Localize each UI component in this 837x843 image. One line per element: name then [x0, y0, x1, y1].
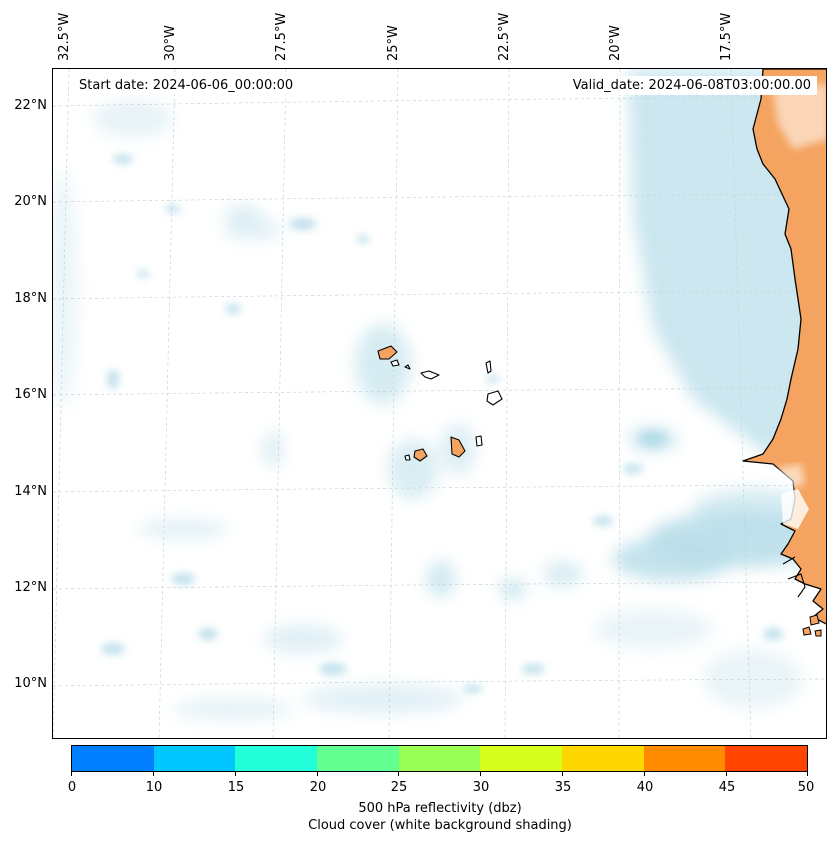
- island-sal: [485, 360, 492, 374]
- colorbar-segment-0-10: [72, 746, 154, 771]
- lat-label-14n: 14°N: [14, 484, 47, 499]
- colorbar-tick: [235, 772, 236, 776]
- island-boa-vista: [486, 390, 503, 406]
- colorbar-tick: [807, 772, 808, 776]
- west-africa-landmass: [742, 69, 826, 625]
- colorbar-tick-label-0: 0: [67, 780, 77, 795]
- colorbar-tick: [562, 772, 563, 776]
- colorbar-tick: [644, 772, 645, 776]
- lon-label-25w: 25°W: [386, 25, 401, 61]
- cloud-cover-layer: [53, 69, 826, 719]
- lon-label-17-5w: 17.5°W: [719, 12, 734, 61]
- colorbar-segment-35-40: [562, 746, 644, 771]
- start-date-label: Start date: 2024-06-06_00:00:00: [73, 76, 345, 95]
- colorbar-segment-30-35: [480, 746, 563, 771]
- lat-label-18n: 18°N: [14, 291, 47, 306]
- island-santa-luzia: [404, 364, 411, 370]
- colorbar-tick-label-40: 40: [636, 780, 654, 795]
- map-canvas: [53, 69, 826, 738]
- valid-date-label: Valid_date: 2024-06-08T03:00:00.00: [566, 76, 817, 95]
- island-sao-nicolau: [420, 370, 440, 380]
- colorbar-segment-25-30: [398, 746, 481, 771]
- colorbar-tick-label-30: 30: [472, 780, 490, 795]
- colorbar-sublabel: Cloud cover (white background shading): [308, 818, 572, 833]
- colorbar-tick-label-45: 45: [718, 780, 736, 795]
- colorbar-tick-label-20: 20: [309, 780, 327, 795]
- colorbar-segment-45-50: [725, 746, 808, 771]
- island-fogo: [413, 448, 428, 462]
- colorbar-label: 500 hPa reflectivity (dbz): [358, 801, 522, 816]
- map-panel: [52, 68, 827, 739]
- lat-label-10n: 10°N: [14, 676, 47, 691]
- colorbar-tick-label-35: 35: [554, 780, 572, 795]
- colorbar-tick: [726, 772, 727, 776]
- reflectivity-colorbar: [71, 745, 808, 772]
- lat-label-12n: 12°N: [14, 580, 47, 595]
- colorbar-tick-label-50: 50: [797, 780, 815, 795]
- lon-label-27-5w: 27.5°W: [274, 12, 289, 61]
- colorbar-segment-15-20: [235, 746, 318, 771]
- island-santiago: [450, 436, 466, 458]
- lat-label-22n: 22°N: [14, 98, 47, 113]
- island-santo-antao: [377, 345, 398, 360]
- colorbar-segment-10-15: [153, 746, 236, 771]
- island-sao-vicente: [390, 359, 400, 367]
- colorbar-tick: [398, 772, 399, 776]
- lat-label-16n: 16°N: [14, 387, 47, 402]
- colorbar-tick-label-25: 25: [390, 780, 408, 795]
- lon-label-22-5w: 22.5°W: [497, 12, 512, 61]
- lat-label-20n: 20°N: [14, 194, 47, 209]
- colorbar-segment-40-45: [643, 746, 726, 771]
- lon-label-30w: 30°W: [163, 25, 178, 61]
- colorbar-tick-label-10: 10: [145, 780, 163, 795]
- island-brava: [404, 454, 411, 461]
- colorbar-segment-20-25: [317, 746, 399, 771]
- colorbar-tick: [317, 772, 318, 776]
- colorbar-tick: [480, 772, 481, 776]
- lon-label-32-5w: 32.5°W: [57, 12, 72, 61]
- colorbar-tick: [153, 772, 154, 776]
- lon-label-20w: 20°W: [608, 25, 623, 61]
- bissagos-islands: [802, 614, 822, 637]
- colorbar-tick: [71, 772, 72, 776]
- cabo-verde-islands: [377, 345, 503, 462]
- island-maio: [475, 435, 483, 447]
- colorbar-tick-label-15: 15: [227, 780, 245, 795]
